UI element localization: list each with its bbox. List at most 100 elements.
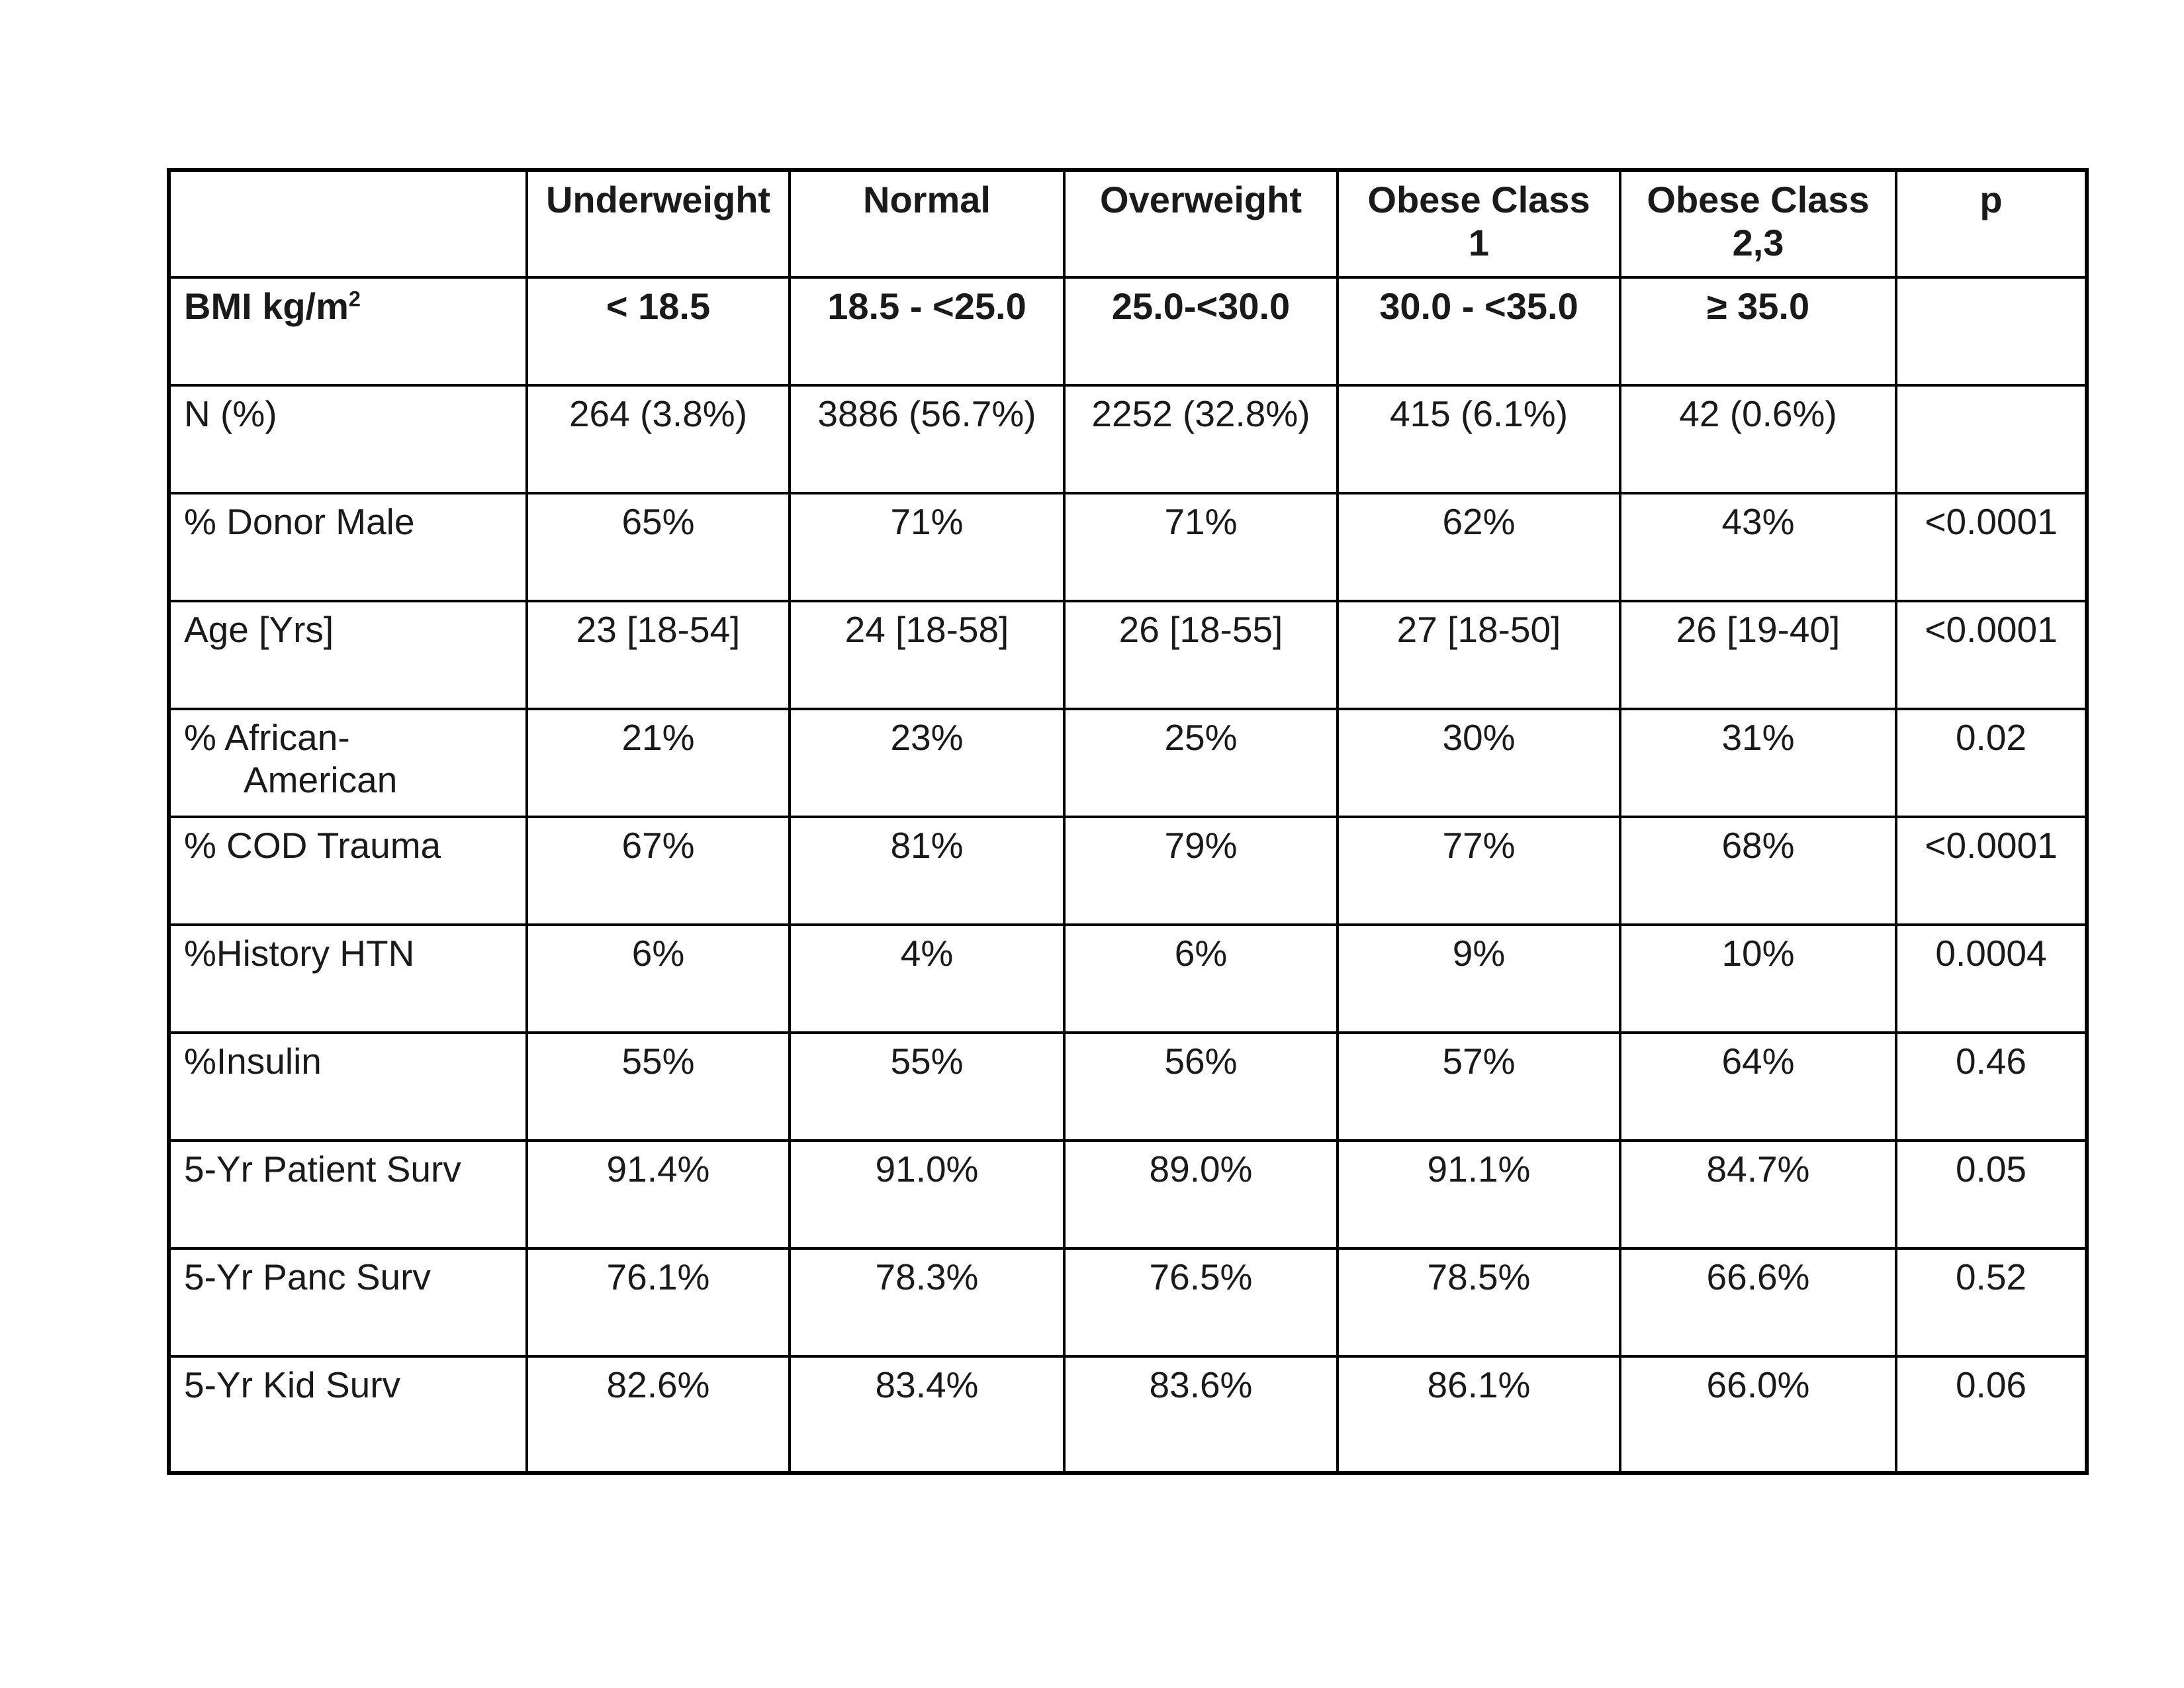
cell: 55% xyxy=(525,1031,791,1142)
cell: 6% xyxy=(525,923,791,1034)
cell: 2252 (32.8%) xyxy=(1063,384,1339,494)
table-row-kid-surv: 5-Yr Kid Surv 82.6% 83.4% 83.6% 86.1% 66… xyxy=(167,1355,2088,1474)
cell: ≥ 35.0 xyxy=(1619,276,1897,387)
cell: 18.5 - <25.0 xyxy=(788,276,1066,387)
cell: 30% xyxy=(1336,708,1621,818)
cell: 31% xyxy=(1619,708,1897,818)
cell: 42 (0.6%) xyxy=(1619,384,1897,494)
column-header-normal: Normal xyxy=(788,169,1066,279)
column-header-obese-class-23: Obese Class 2,3 xyxy=(1619,169,1897,279)
cell: 56% xyxy=(1063,1031,1339,1142)
cell: 86.1% xyxy=(1336,1355,1621,1474)
cell: <0.0001 xyxy=(1895,600,2088,710)
cell: 66.0% xyxy=(1619,1355,1897,1474)
cell: 78.5% xyxy=(1336,1247,1621,1358)
bmi-range-row: BMI kg/m2 < 18.5 18.5 - <25.0 25.0-<30.0… xyxy=(167,276,2088,387)
cell: 9% xyxy=(1336,923,1621,1034)
cell: 83.4% xyxy=(788,1355,1066,1474)
row-label: 5-Yr Panc Surv xyxy=(167,1247,528,1358)
cell: 0.0004 xyxy=(1895,923,2088,1034)
cell: 82.6% xyxy=(525,1355,791,1474)
cell: 24 [18-58] xyxy=(788,600,1066,710)
column-header-overweight: Overweight xyxy=(1063,169,1339,279)
cell: 76.1% xyxy=(525,1247,791,1358)
cell: <0.0001 xyxy=(1895,492,2088,602)
cell: 64% xyxy=(1619,1031,1897,1142)
table-row-african-american: % African- American 21% 23% 25% 30% 31% … xyxy=(167,708,2088,818)
cell: 0.02 xyxy=(1895,708,2088,818)
bmi-superscript: 2 xyxy=(348,287,361,311)
cell: 62% xyxy=(1336,492,1621,602)
row-label: N (%) xyxy=(167,384,528,494)
corner-cell xyxy=(167,169,528,279)
cell: 84.7% xyxy=(1619,1139,1897,1250)
cell: 65% xyxy=(525,492,791,602)
table-row-insulin: %Insulin 55% 55% 56% 57% 64% 0.46 xyxy=(167,1031,2088,1142)
cell: 83.6% xyxy=(1063,1355,1339,1474)
table-row-cod-trauma: % COD Trauma 67% 81% 79% 77% 68% <0.0001 xyxy=(167,816,2088,926)
cell: 0.52 xyxy=(1895,1247,2088,1358)
cell: 66.6% xyxy=(1619,1247,1897,1358)
cell: < 18.5 xyxy=(525,276,791,387)
row-label: % Donor Male xyxy=(167,492,528,602)
cell: 91.0% xyxy=(788,1139,1066,1250)
cell xyxy=(1895,276,2088,387)
row-label: % African- American xyxy=(167,708,528,818)
table-row-history-htn: %History HTN 6% 4% 6% 9% 10% 0.0004 xyxy=(167,923,2088,1034)
cell: 68% xyxy=(1619,816,1897,926)
bmi-outcomes-table: Underweight Normal Overweight Obese Clas… xyxy=(167,168,2089,1475)
cell: 26 [18-55] xyxy=(1063,600,1339,710)
cell: 0.06 xyxy=(1895,1355,2088,1474)
cell: 0.05 xyxy=(1895,1139,2088,1250)
cell: 6% xyxy=(1063,923,1339,1034)
cell: 25.0-<30.0 xyxy=(1063,276,1339,387)
cell: 43% xyxy=(1619,492,1897,602)
cell: 23% xyxy=(788,708,1066,818)
cell: 25% xyxy=(1063,708,1339,818)
cell: 89.0% xyxy=(1063,1139,1339,1250)
cell: 76.5% xyxy=(1063,1247,1339,1358)
row-label: %History HTN xyxy=(167,923,528,1034)
cell: 67% xyxy=(525,816,791,926)
cell: 10% xyxy=(1619,923,1897,1034)
header-row: Underweight Normal Overweight Obese Clas… xyxy=(167,169,2088,279)
table-row-n: N (%) 264 (3.8%) 3886 (56.7%) 2252 (32.8… xyxy=(167,384,2088,494)
cell: 30.0 - <35.0 xyxy=(1336,276,1621,387)
row-label: 5-Yr Kid Surv xyxy=(167,1355,528,1474)
table-row-age: Age [Yrs] 23 [18-54] 24 [18-58] 26 [18-5… xyxy=(167,600,2088,710)
cell: 27 [18-50] xyxy=(1336,600,1621,710)
table-row-panc-surv: 5-Yr Panc Surv 76.1% 78.3% 76.5% 78.5% 6… xyxy=(167,1247,2088,1358)
row-label: % COD Trauma xyxy=(167,816,528,926)
table-row-donor-male: % Donor Male 65% 71% 71% 62% 43% <0.0001 xyxy=(167,492,2088,602)
cell: 57% xyxy=(1336,1031,1621,1142)
cell: 3886 (56.7%) xyxy=(788,384,1066,494)
cell: 78.3% xyxy=(788,1247,1066,1358)
table-row-patient-surv: 5-Yr Patient Surv 91.4% 91.0% 89.0% 91.1… xyxy=(167,1139,2088,1250)
cell: 415 (6.1%) xyxy=(1336,384,1621,494)
cell: 71% xyxy=(788,492,1066,602)
cell: 4% xyxy=(788,923,1066,1034)
cell: 21% xyxy=(525,708,791,818)
row-label: Age [Yrs] xyxy=(167,600,528,710)
column-header-underweight: Underweight xyxy=(525,169,791,279)
cell: 0.46 xyxy=(1895,1031,2088,1142)
row-label-bmi: BMI kg/m2 xyxy=(167,276,528,387)
cell: 77% xyxy=(1336,816,1621,926)
cell: <0.0001 xyxy=(1895,816,2088,926)
cell: 55% xyxy=(788,1031,1066,1142)
cell: 26 [19-40] xyxy=(1619,600,1897,710)
cell xyxy=(1895,384,2088,494)
cell: 264 (3.8%) xyxy=(525,384,791,494)
bmi-label-text: BMI kg/m xyxy=(184,285,349,327)
cell: 23 [18-54] xyxy=(525,600,791,710)
cell: 79% xyxy=(1063,816,1339,926)
cell: 91.4% xyxy=(525,1139,791,1250)
cell: 71% xyxy=(1063,492,1339,602)
cell: 91.1% xyxy=(1336,1139,1621,1250)
column-header-p-value: p xyxy=(1895,169,2088,279)
row-label: 5-Yr Patient Surv xyxy=(167,1139,528,1250)
cell: 81% xyxy=(788,816,1066,926)
row-label: %Insulin xyxy=(167,1031,528,1142)
column-header-obese-class-1: Obese Class 1 xyxy=(1336,169,1621,279)
